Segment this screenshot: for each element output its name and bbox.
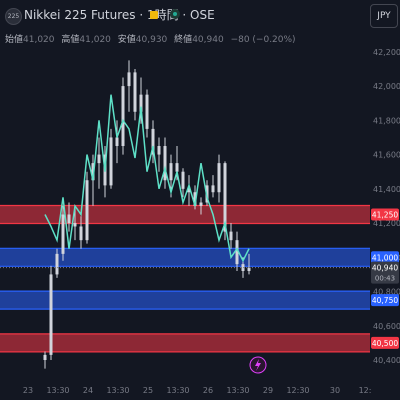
x-tick-label: 23 (23, 386, 33, 395)
y-tick-label: 41,400 (373, 185, 400, 194)
countdown-text: 00:43 (375, 275, 395, 283)
candle-body (247, 267, 251, 271)
close-label: 終値 (174, 35, 193, 45)
symbol-icon[interactable]: 225 (5, 8, 22, 25)
price-label-text: 41,250 (372, 210, 398, 219)
price-label-text: 40,500 (372, 339, 398, 348)
chart-header: 225 Nikkei 225 Futures · 1時間 · OSE 始値41,… (0, 0, 400, 50)
high-value: 41,020 (79, 35, 111, 45)
overlay-series (44, 94, 250, 263)
price-label-box (371, 336, 399, 349)
candle-body (211, 185, 215, 193)
y-tick-label: 42,000 (373, 82, 400, 91)
candle-body (133, 72, 137, 112)
x-tick-label: 13:30 (226, 386, 249, 395)
x-tick-label: 13:30 (106, 386, 129, 395)
price-label-text: 40,750 (372, 296, 398, 305)
y-tick-label: 42,200 (373, 48, 400, 57)
candle-body (43, 354, 47, 361)
candle-body (199, 202, 203, 206)
chart-title[interactable]: Nikkei 225 Futures · 1時間 · OSE (24, 8, 215, 22)
price-label-box (371, 294, 399, 307)
candle-body (127, 72, 131, 87)
x-tick-label: 12:30 (286, 386, 309, 395)
price-axis: 42,200 42,000 41,800 41,600 41,400 41,200 41,0… (373, 48, 400, 365)
price-label-box (371, 261, 399, 284)
candle-body (121, 86, 125, 147)
y-tick-label: 40,800 (373, 288, 400, 297)
x-tick-label: 25 (143, 386, 153, 395)
x-tick-label: 26 (203, 386, 213, 395)
candle-body (67, 214, 71, 224)
price-label-box (371, 208, 399, 221)
y-tick-label: 40,400 (373, 356, 400, 365)
x-tick-label: 29 (263, 386, 273, 395)
open-label: 始値 (5, 35, 24, 45)
open-value: 41,020 (23, 35, 55, 45)
band-support (0, 291, 370, 310)
x-tick-label: 24 (83, 386, 93, 395)
x-tick-label: 13:30 (46, 386, 69, 395)
candle-body (181, 171, 185, 189)
y-tick-label: 40,600 (373, 322, 400, 331)
candle-body (217, 163, 221, 193)
y-tick-label: 41,600 (373, 151, 400, 160)
candle-body (91, 163, 95, 181)
candle-body (115, 137, 119, 147)
candle-body (49, 274, 53, 355)
candle-body (109, 137, 113, 186)
price-label-box (371, 251, 399, 264)
candle-body (55, 253, 59, 275)
low-label: 安値 (117, 35, 136, 45)
y-tick-label: 41,200 (373, 219, 400, 228)
market-status-icon[interactable] (150, 11, 158, 19)
low-value: 40,930 (135, 35, 168, 45)
price-labels: 41,250 41,000 40,940 00:43 40,750 40,500 (371, 208, 399, 349)
candle-body (157, 146, 161, 155)
candle-body (61, 214, 65, 254)
candle-body (193, 192, 197, 206)
y-tick-label: 41,800 (373, 116, 400, 125)
lightning-icon (255, 359, 261, 371)
realtime-status-icon[interactable] (170, 9, 180, 19)
band-resistance (0, 333, 370, 352)
price-bands (0, 204, 370, 353)
x-tick-label: 12: (359, 386, 372, 395)
candle-body (97, 154, 101, 164)
price-label-text: 40,940 (372, 264, 398, 273)
candle-body (223, 163, 227, 232)
time-axis: 23 13:30 24 13:30 25 13:30 26 13:30 29 12:30 30 12: (23, 386, 372, 395)
x-tick-label: 13:30 (166, 386, 189, 395)
candle-body (73, 223, 77, 227)
candle-body (79, 226, 83, 241)
currency-button[interactable]: JPY (370, 4, 398, 28)
candle-body (229, 231, 233, 241)
candle-body (163, 146, 167, 181)
x-tick-label: 30 (330, 386, 340, 395)
band-support (0, 248, 370, 267)
candle-body (175, 163, 179, 172)
change-value: −80 (−0.20%) (230, 35, 296, 45)
price-label-text: 41,000 (372, 253, 398, 262)
candle-body (169, 163, 173, 181)
candle-body (187, 188, 191, 193)
candle-body (151, 128, 155, 155)
high-label: 高値 (61, 35, 80, 45)
band-resistance (0, 205, 370, 224)
overlay-line (44, 94, 250, 263)
candle-body (139, 94, 143, 112)
close-value: 40,940 (192, 35, 224, 45)
candle-body (235, 240, 239, 265)
ohlc-legend: 始値41,020 高値41,020 安値40,930 終値40,940 −80 … (5, 32, 296, 45)
candle-body (85, 180, 89, 241)
chart-markers (0, 267, 370, 374)
candle-body (145, 94, 149, 129)
